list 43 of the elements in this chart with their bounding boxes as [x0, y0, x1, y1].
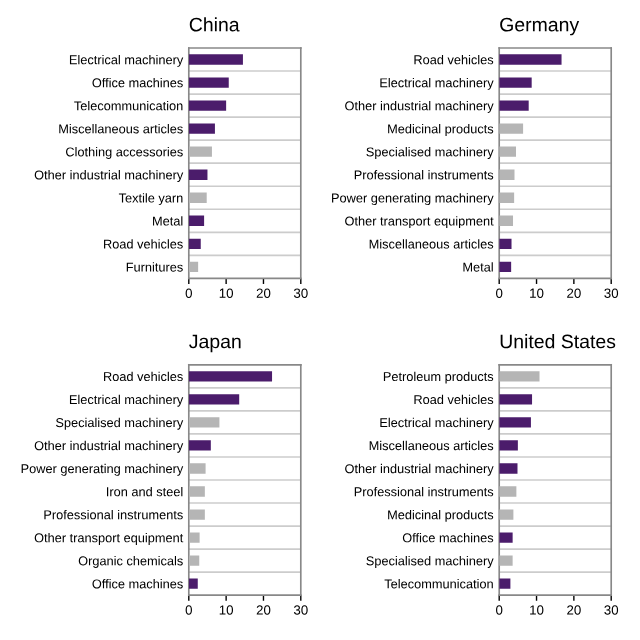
bar: [499, 486, 517, 497]
bar: [499, 169, 515, 180]
bar: [188, 532, 200, 543]
bar: [188, 417, 220, 428]
bar: [188, 509, 205, 520]
bar: [499, 215, 514, 226]
bar: [188, 371, 273, 382]
bar: [499, 578, 511, 589]
bar: [188, 578, 198, 589]
chart-title: China: [189, 17, 240, 32]
bar: [499, 440, 518, 451]
bar: [499, 100, 529, 111]
bar: [499, 417, 531, 428]
chart-title: Germany: [500, 17, 580, 36]
bar: [499, 509, 514, 520]
chart-title: Japan: [189, 334, 241, 353]
bar: [188, 54, 243, 65]
bar: [188, 440, 211, 451]
bar: [499, 532, 513, 543]
bar: [499, 371, 540, 382]
bar: [499, 77, 532, 88]
bar: [188, 261, 199, 273]
bar: [188, 100, 227, 111]
bar: [188, 169, 208, 180]
bar: [188, 192, 207, 203]
bar: [499, 192, 515, 203]
bar: [499, 123, 524, 134]
bar: [188, 215, 205, 226]
chart-title: United States: [500, 334, 616, 349]
bar: [188, 146, 212, 157]
bar: [188, 123, 215, 134]
bar: [188, 77, 229, 88]
bar: [188, 555, 200, 566]
bar: [499, 394, 533, 405]
bar: [499, 54, 562, 65]
bar: [499, 146, 516, 157]
bar: [188, 486, 205, 497]
bar: [499, 238, 512, 250]
bar: [499, 555, 513, 566]
bar: [188, 238, 201, 250]
bar: [499, 463, 518, 474]
bar: [188, 463, 206, 474]
bar: [188, 394, 240, 405]
